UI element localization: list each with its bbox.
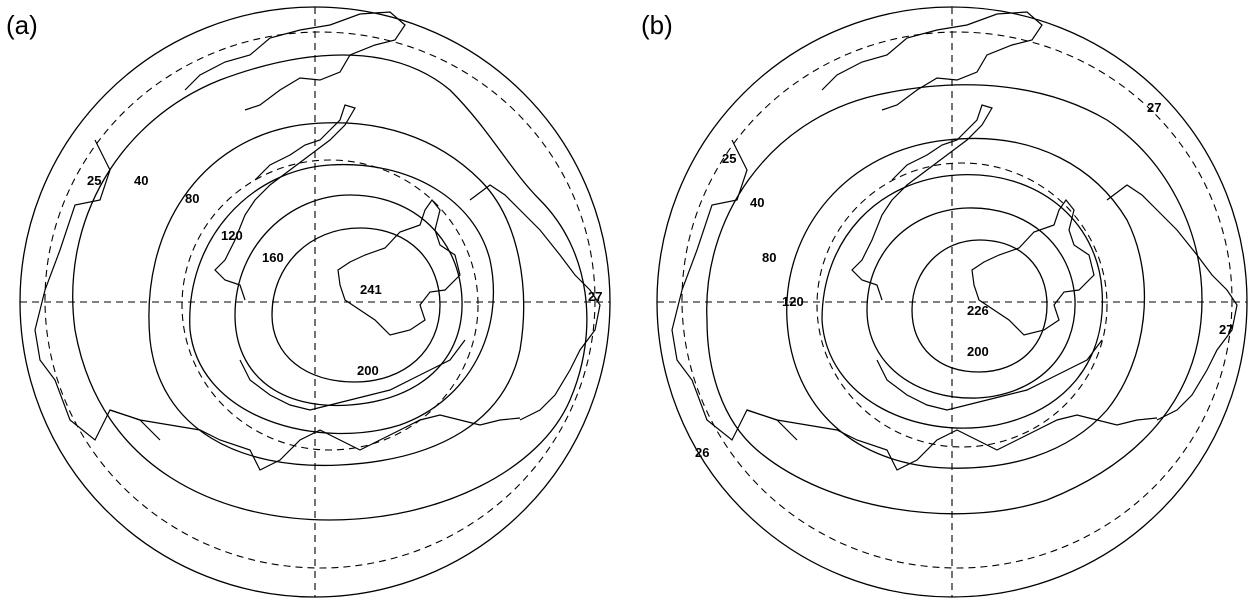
coastline-bottom bbox=[746, 409, 1158, 471]
contour-160 bbox=[234, 194, 463, 407]
map-panel-b: (b) 27 25 40 80 120 226 200 27 26 bbox=[627, 0, 1254, 601]
contour-label: 25 bbox=[722, 151, 736, 166]
contour-40 bbox=[706, 84, 1203, 515]
contour-label: 80 bbox=[762, 250, 776, 265]
contour-label: 27 bbox=[1219, 322, 1233, 337]
coastline-top bbox=[184, 11, 406, 111]
contour-120 bbox=[821, 174, 1104, 429]
coastline-left bbox=[34, 139, 161, 441]
contour-label: 241 bbox=[360, 282, 382, 297]
contour-80 bbox=[786, 137, 1146, 469]
contour-40 bbox=[72, 54, 588, 521]
contour-label: 200 bbox=[357, 363, 379, 378]
contour-label: 26 bbox=[695, 445, 709, 460]
contour-label: 40 bbox=[750, 195, 764, 210]
contour-80 bbox=[148, 122, 525, 467]
coastline-inner-left bbox=[851, 104, 993, 301]
contour-label: 25 bbox=[87, 173, 101, 188]
coastline-antarctic bbox=[971, 198, 1095, 336]
inner-dashed-circle bbox=[181, 159, 479, 451]
coastline-inner-bottom bbox=[876, 339, 1103, 411]
contour-label: 160 bbox=[262, 250, 284, 265]
contour-200 bbox=[911, 239, 1048, 373]
contour-label: 226 bbox=[967, 303, 989, 318]
contour-label: 200 bbox=[967, 344, 989, 359]
coastline-right bbox=[1106, 184, 1238, 421]
contour-200 bbox=[271, 227, 441, 383]
coastline-antarctic bbox=[337, 198, 461, 336]
contour-label: 40 bbox=[134, 173, 148, 188]
coastline-top bbox=[821, 11, 1043, 111]
coastline-bottom bbox=[109, 409, 521, 471]
polar-map-b: 27 25 40 80 120 226 200 27 26 bbox=[656, 6, 1248, 598]
coastline-left bbox=[671, 139, 798, 441]
contour-160 bbox=[866, 207, 1076, 399]
contour-label: 120 bbox=[782, 294, 804, 309]
coastline-inner-left bbox=[214, 104, 356, 301]
contour-label: 27 bbox=[588, 289, 602, 304]
contour-label: 80 bbox=[185, 191, 199, 206]
outer-dashed-circle bbox=[44, 31, 596, 569]
contour-label: 120 bbox=[221, 228, 243, 243]
inner-dashed-circle bbox=[816, 162, 1108, 448]
polar-map-a: 25 40 80 120 160 241 200 27 bbox=[19, 6, 611, 598]
coastline-right bbox=[469, 184, 601, 421]
outer-dashed-circle bbox=[681, 31, 1233, 569]
panel-label-a: (a) bbox=[6, 10, 38, 40]
contour-label: 27 bbox=[1147, 100, 1161, 115]
contour-120 bbox=[189, 163, 495, 435]
coastline-inner-bottom bbox=[239, 339, 466, 411]
map-panel-a: (a) 25 40 80 120 160 241 200 27 bbox=[6, 6, 611, 598]
panel-label-b: (b) bbox=[641, 10, 673, 40]
